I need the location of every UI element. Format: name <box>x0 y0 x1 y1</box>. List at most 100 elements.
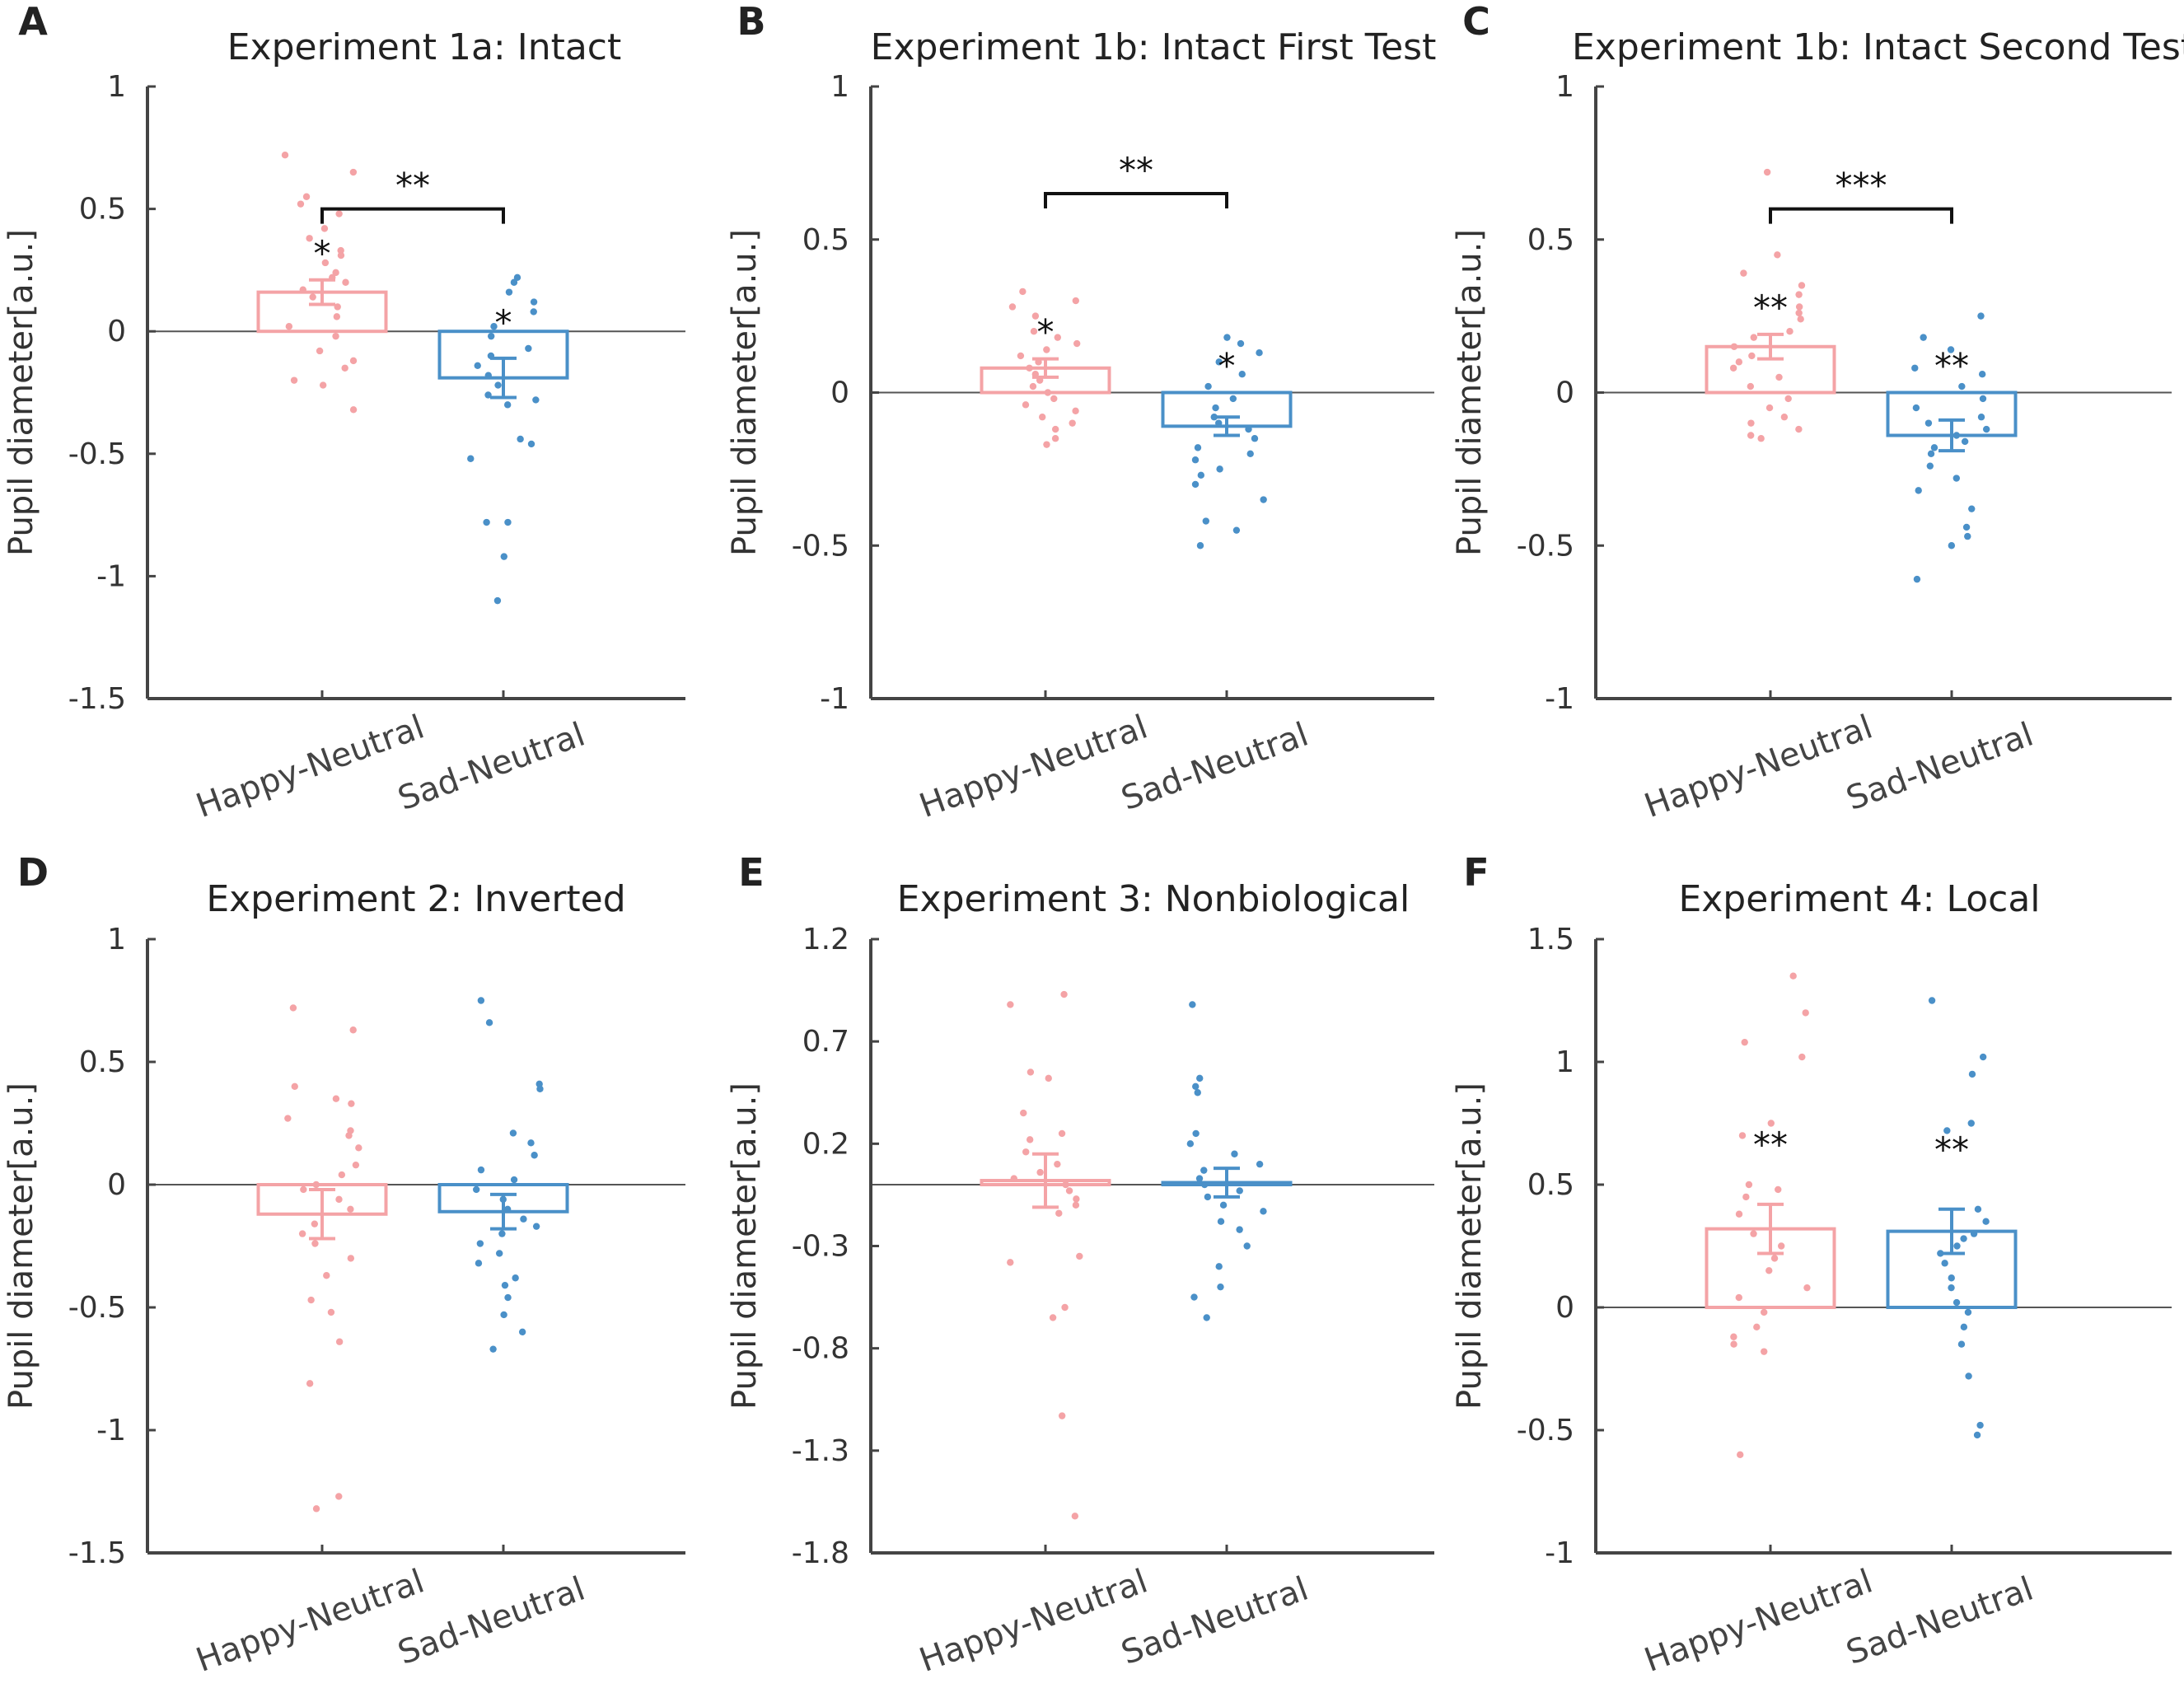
data-point <box>490 323 498 330</box>
data-point <box>1196 542 1204 549</box>
y-tick-label: 0 <box>107 1168 126 1202</box>
data-point <box>513 274 521 282</box>
data-point <box>319 381 327 389</box>
data-point <box>1204 1193 1212 1201</box>
data-point <box>1765 1267 1773 1274</box>
data-point <box>1953 475 1960 482</box>
data-point <box>300 1185 307 1194</box>
data-point <box>1968 505 1976 512</box>
data-point <box>1964 532 1971 540</box>
data-point <box>1039 414 1046 421</box>
data-point <box>527 1139 535 1147</box>
data-point <box>335 1338 344 1345</box>
data-point <box>1982 425 1990 433</box>
y-axis-title: Pupil diameter[a.u.] <box>1451 229 1489 556</box>
y-tick-label: -1 <box>1545 1536 1574 1570</box>
data-point <box>334 303 341 311</box>
data-point <box>349 357 358 365</box>
data-point <box>306 1380 314 1387</box>
data-point <box>1953 432 1961 439</box>
data-point <box>1050 395 1058 403</box>
data-point <box>335 210 343 217</box>
data-point <box>1976 1421 1984 1429</box>
data-point <box>1786 328 1793 335</box>
data-point <box>1747 382 1755 390</box>
significance-marker: ** <box>1934 1129 1969 1170</box>
y-tick-label: 1 <box>1555 1045 1574 1079</box>
data-point <box>510 1176 518 1184</box>
data-point <box>1920 334 1927 341</box>
y-axis-title: Pupil diameter[a.u.] <box>1451 1082 1489 1410</box>
data-point <box>484 372 492 379</box>
data-point <box>309 293 316 301</box>
data-point <box>299 286 306 293</box>
data-point <box>1191 480 1200 489</box>
data-point <box>1232 526 1241 534</box>
data-point <box>298 1230 306 1237</box>
data-point <box>1061 1303 1069 1312</box>
data-point <box>1763 168 1771 176</box>
data-point <box>306 235 313 242</box>
data-point <box>1071 1513 1079 1520</box>
data-point <box>1223 334 1231 341</box>
data-point <box>355 1144 362 1152</box>
data-point <box>284 1115 292 1122</box>
y-tick-label: -0.5 <box>1517 1414 1574 1447</box>
data-point <box>500 1311 507 1319</box>
data-point <box>1022 1148 1030 1156</box>
data-point <box>1236 1226 1243 1233</box>
data-point <box>337 246 344 255</box>
data-point <box>1943 1127 1951 1134</box>
data-point <box>311 1240 319 1247</box>
data-point <box>510 278 518 286</box>
data-point <box>1203 1314 1210 1321</box>
data-point <box>1737 1451 1744 1459</box>
significance-marker: ** <box>1753 288 1788 328</box>
data-point <box>530 298 538 306</box>
data-point <box>1915 487 1922 494</box>
y-tick-label: 1 <box>1555 70 1574 104</box>
comparison-bracket <box>1044 192 1228 209</box>
data-point <box>1770 1255 1779 1262</box>
data-point <box>1020 1109 1027 1117</box>
data-point <box>485 1019 493 1026</box>
data-point <box>1911 364 1919 372</box>
data-point <box>332 1095 340 1102</box>
comparison-marker: ** <box>1119 150 1153 190</box>
data-point <box>1229 395 1237 403</box>
y-tick-label: 1 <box>830 70 849 104</box>
data-point <box>1765 404 1774 412</box>
data-point <box>1072 297 1080 305</box>
data-point <box>312 1181 320 1189</box>
data-point <box>477 997 485 1004</box>
data-point <box>1072 1201 1080 1209</box>
y-tick-label: -1.3 <box>792 1434 849 1468</box>
y-tick-label: -1.8 <box>792 1536 849 1570</box>
data-point <box>1189 1001 1196 1008</box>
data-point <box>1780 414 1789 421</box>
data-point <box>349 168 358 176</box>
data-point <box>1958 382 1966 390</box>
data-point <box>1912 404 1920 412</box>
y-tick-label: -1.5 <box>68 1536 126 1570</box>
category-label: Happy-Neutral <box>191 708 429 826</box>
data-point <box>1795 309 1803 317</box>
data-point <box>1961 437 1969 446</box>
y-tick-label: 0 <box>1555 1291 1574 1325</box>
data-point <box>332 332 339 340</box>
data-point <box>494 381 502 389</box>
y-tick-label: -1 <box>1545 682 1574 716</box>
data-point <box>1049 1314 1057 1321</box>
y-axis-title: Pupil diameter[a.u.] <box>2 229 40 556</box>
data-point <box>484 391 492 399</box>
y-tick-label: 0.5 <box>1527 1168 1574 1202</box>
category-label: Happy-Neutral <box>1639 1563 1878 1681</box>
data-point <box>1964 1308 1972 1316</box>
data-point <box>1761 1348 1768 1355</box>
data-point <box>1051 435 1059 442</box>
y-tick-label: 1.2 <box>802 923 849 956</box>
data-point <box>1982 1218 1990 1225</box>
data-point <box>1979 1053 1987 1061</box>
data-point <box>1245 425 1252 433</box>
data-point <box>316 347 324 355</box>
